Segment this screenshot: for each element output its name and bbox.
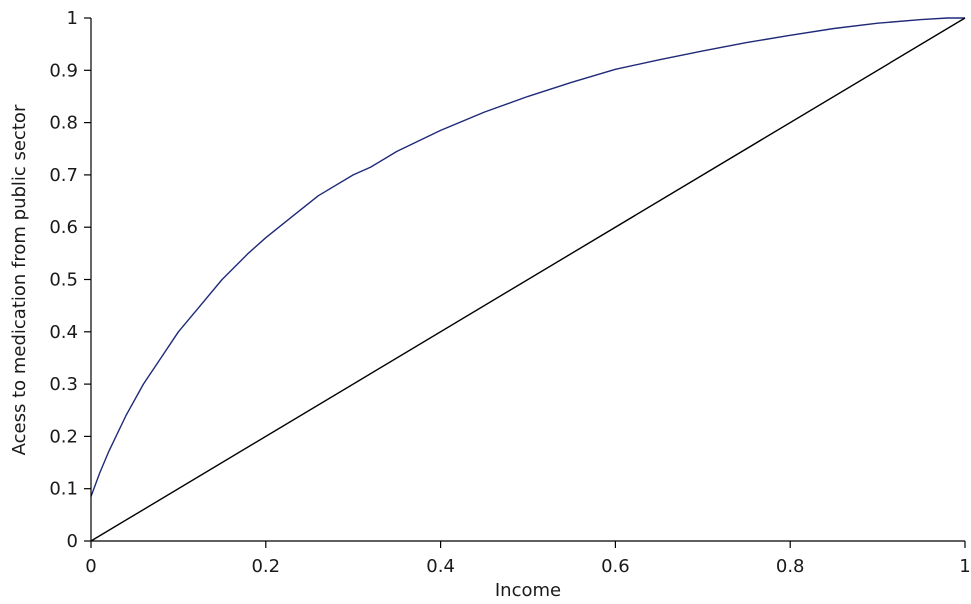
y-tick-label: 0.5 <box>49 270 78 291</box>
y-tick-label: 0.9 <box>49 60 78 81</box>
x-tick-label: 0 <box>85 556 96 577</box>
series-line-diagonal <box>90 17 966 542</box>
x-tick-label: 0.8 <box>776 556 805 577</box>
y-tick-label: 0.1 <box>49 479 78 500</box>
y-tick-label: 0.3 <box>49 374 78 395</box>
y-tick-label: 0 <box>67 531 78 552</box>
plot-area <box>90 17 966 542</box>
x-axis-title: Income <box>495 580 561 601</box>
y-tick-label: 1 <box>67 8 78 29</box>
x-tick-label: 0.2 <box>251 556 280 577</box>
series-line-curve <box>90 17 965 497</box>
x-ticks: 0 0.2 0.4 0.6 0.8 1 <box>85 541 971 577</box>
x-tick-label: 0.4 <box>426 556 455 577</box>
y-tick-label: 0.2 <box>49 426 78 447</box>
x-tick-label: 0.6 <box>601 556 630 577</box>
y-tick-label: 0.4 <box>49 322 78 343</box>
y-tick-label: 0.6 <box>49 217 78 238</box>
y-axis-title: Acess to medication from public sector <box>9 104 30 455</box>
y-tick-label: 0.8 <box>49 113 78 134</box>
y-ticks: 0 0.1 0.2 0.3 0.4 0.5 0.6 0.7 0.8 0.9 1 <box>49 8 91 552</box>
x-tick-label: 1 <box>959 556 970 577</box>
y-tick-label: 0.7 <box>49 165 78 186</box>
